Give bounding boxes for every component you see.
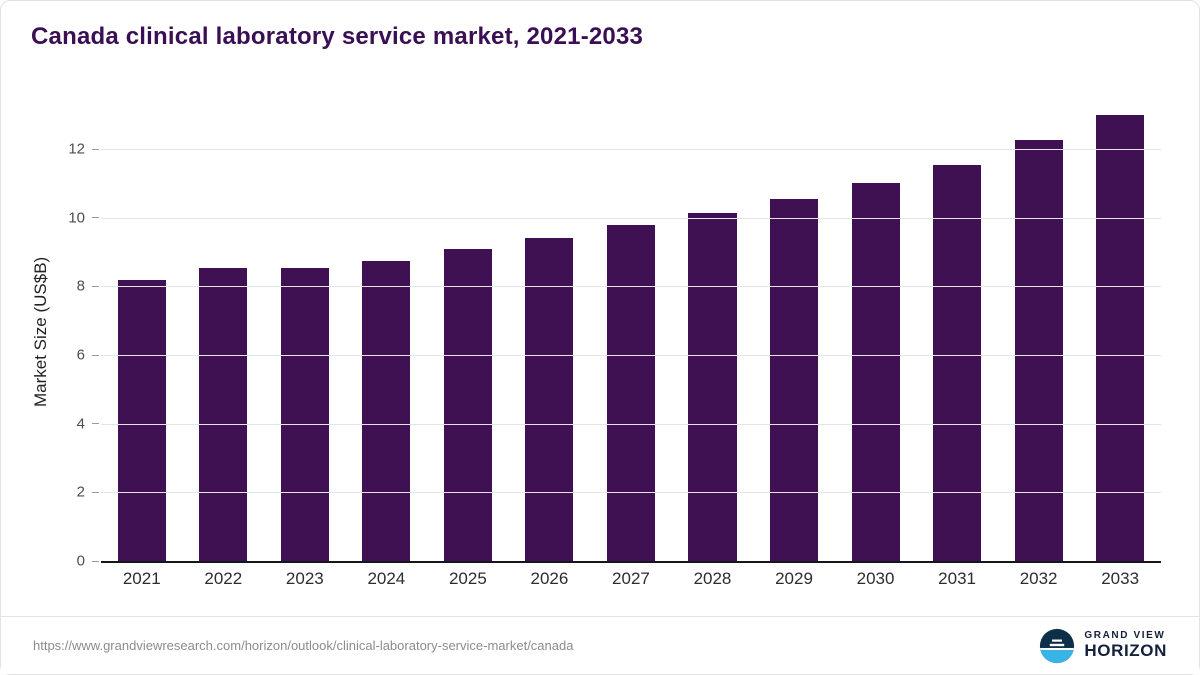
gridline	[101, 149, 1161, 151]
y-tick-label: 0	[76, 552, 85, 570]
y-tick-label: 6	[76, 346, 85, 364]
y-tick-mark	[92, 423, 99, 425]
y-tick-mark	[92, 148, 99, 150]
bar-2026	[525, 238, 574, 561]
gridline	[101, 423, 1161, 425]
x-tick-label: 2028	[693, 569, 732, 588]
source-url: https://www.grandviewresearch.com/horizo…	[33, 638, 574, 653]
x-tick-label: 2025	[448, 569, 487, 588]
bar-2022	[199, 267, 248, 561]
y-tick-mark	[92, 217, 99, 219]
bar-slot	[998, 101, 1080, 561]
y-tick-label: 10	[68, 209, 85, 227]
horizon-sun-icon	[1039, 628, 1075, 664]
y-tick-label: 8	[76, 277, 85, 295]
y-tick-mark	[92, 560, 99, 562]
bar-slot	[264, 101, 346, 561]
gridline	[101, 217, 1161, 219]
bar-2029	[769, 198, 819, 561]
x-tick-label: 2029	[775, 569, 813, 588]
bar-slot	[590, 101, 672, 561]
bar-2027	[606, 224, 655, 561]
x-tick-label: 2024	[367, 569, 406, 588]
logo-text: GRAND VIEW HORIZON	[1084, 631, 1167, 659]
bar-slot	[509, 101, 591, 561]
x-tick-label: 2021	[122, 569, 161, 588]
bar-2032	[1014, 140, 1063, 561]
bar-slot	[346, 101, 428, 561]
bar-slot	[916, 101, 998, 561]
bar-2030	[851, 183, 900, 561]
y-tick-mark	[92, 354, 99, 356]
bar-slot	[753, 101, 835, 561]
bars-container	[101, 101, 1161, 561]
x-tick-label: 2031	[938, 569, 976, 588]
x-tick-label: 2022	[204, 569, 243, 588]
bar-slot	[1079, 101, 1161, 561]
y-tick-mark	[92, 491, 99, 493]
plot-area: 0 2 4 6 8 10 12	[68, 101, 1161, 570]
x-tick-label: 2026	[530, 569, 569, 588]
y-axis-title: Market Size (US$B)	[31, 256, 50, 408]
bar-slot	[672, 101, 754, 561]
logo-text-bottom: HORIZON	[1084, 640, 1167, 660]
bar-2028	[688, 212, 737, 561]
page-title: Canada clinical laboratory service marke…	[31, 23, 644, 50]
bar-2025	[443, 248, 492, 561]
y-tick-label: 12	[68, 140, 85, 158]
bar-2023	[280, 267, 329, 561]
x-tick-label: 2023	[285, 569, 324, 588]
bar-slot	[427, 101, 509, 561]
bar-2024	[362, 260, 411, 561]
x-tick-label: 2030	[856, 569, 895, 588]
gridline	[101, 355, 1161, 357]
bar-2021	[117, 279, 166, 561]
bar-2031	[933, 164, 982, 561]
footer: https://www.grandviewresearch.com/horizo…	[1, 616, 1199, 674]
y-tick-label: 2	[76, 483, 85, 501]
x-tick-label: 2027	[612, 569, 650, 588]
x-tick-label: 2033	[1101, 569, 1140, 588]
bar-slot	[183, 101, 265, 561]
grandview-horizon-logo: GRAND VIEW HORIZON	[1039, 628, 1167, 664]
bar-slot	[101, 101, 183, 561]
logo-text-top: GRAND VIEW	[1084, 630, 1166, 642]
y-tick-mark	[92, 285, 99, 287]
x-tick-label: 2032	[1019, 569, 1058, 588]
x-axis-labels: 2021 2022 2023 2024 2025 2026 2027 2028 2029 2030…	[101, 569, 1161, 589]
y-tick-label: 4	[76, 415, 85, 433]
gridline	[101, 492, 1161, 494]
bar-slot	[835, 101, 917, 561]
gridline	[101, 286, 1161, 288]
bar-2033	[1096, 114, 1145, 561]
